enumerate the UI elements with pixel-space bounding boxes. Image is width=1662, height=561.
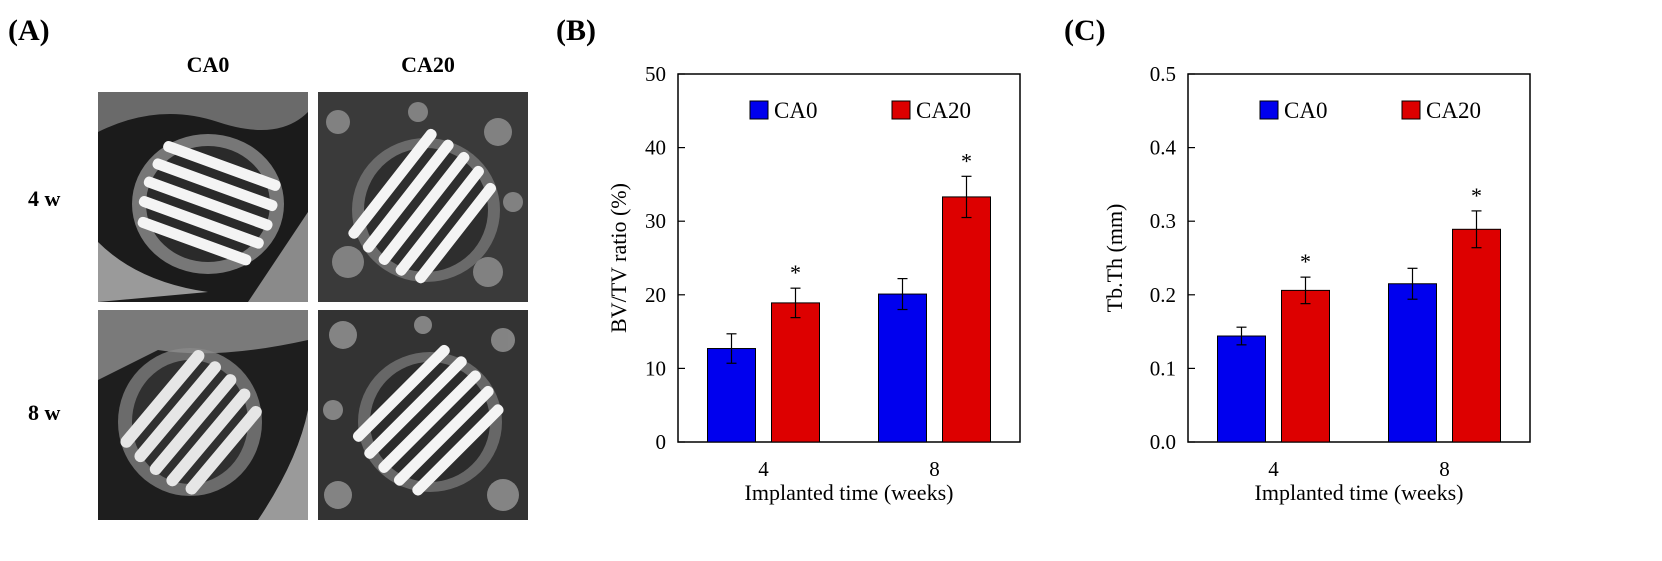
tb-th-bar-ca0-8 <box>1388 283 1437 443</box>
tb-th-significance-marker: * <box>1300 249 1311 274</box>
tb-th-x-tick-label: 8 <box>1439 457 1450 481</box>
bv-tv-legend-label-ca0: CA0 <box>774 98 817 123</box>
panel-b-label: (B) <box>556 14 596 47</box>
tb-th-y-tick-label: 0.0 <box>1150 430 1176 454</box>
bv-tv-significance-marker: * <box>961 148 972 173</box>
micro-ct-image-ca0-4w <box>98 92 308 302</box>
tb-th-y-axis-label: Tb.Th (mm) <box>1102 204 1127 313</box>
tb-th-legend-label-ca0: CA0 <box>1284 98 1327 123</box>
bv-tv-legend-swatch-ca20 <box>891 100 911 120</box>
bv-tv-y-tick-label: 10 <box>645 356 666 380</box>
bv-tv-y-tick-label: 0 <box>656 430 667 454</box>
panel-c-label: (C) <box>1064 14 1106 47</box>
tb-th-y-tick-label: 0.3 <box>1150 209 1176 233</box>
tb-th-bar-ca20-8 <box>1452 228 1501 443</box>
micro-ct-image-ca20-8w <box>318 310 528 520</box>
tb-th-legend-swatch-ca0 <box>1259 100 1279 120</box>
column-label-ca0: CA0 <box>186 52 230 77</box>
bv-tv-x-tick-label: 8 <box>929 457 940 481</box>
tb-th-bar-ca0-4 <box>1217 335 1266 443</box>
bv-tv-x-tick-label: 4 <box>758 457 769 481</box>
tb-th-y-tick-label: 0.1 <box>1150 356 1176 380</box>
bv-tv-y-tick-label: 30 <box>645 209 666 233</box>
bv-tv-y-tick-label: 20 <box>645 283 666 307</box>
tb-th-x-axis-label: Implanted time (weeks) <box>1255 480 1464 505</box>
bv-tv-bar-ca0-4 <box>707 348 756 443</box>
bv-tv-bar-ca0-8 <box>878 293 927 443</box>
tb-th-plot-frame <box>1187 73 1531 443</box>
row-label-8w: 8 w <box>28 400 61 425</box>
bv-tv-x-axis-label: Implanted time (weeks) <box>745 480 954 505</box>
tb-th-x-tick-label: 4 <box>1268 457 1279 481</box>
bv-tv-y-axis-label: BV/TV ratio (%) <box>606 183 631 333</box>
tb-th-legend-label-ca20: CA20 <box>1426 98 1481 123</box>
tb-th-bar-ca20-4 <box>1281 289 1330 443</box>
bv-tv-legend-swatch-ca0 <box>749 100 769 120</box>
micro-ct-image-ca0-8w <box>98 310 308 520</box>
tb-th-y-tick-label: 0.5 <box>1150 62 1176 86</box>
bv-tv-bar-ca20-8 <box>942 196 991 443</box>
micro-ct-image-ca20-4w <box>318 92 528 302</box>
bv-tv-legend-label-ca20: CA20 <box>916 98 971 123</box>
bv-tv-bar-ca20-4 <box>771 302 820 443</box>
bv-tv-significance-marker: * <box>790 260 801 285</box>
tb-th-y-tick-label: 0.4 <box>1150 136 1177 160</box>
tb-th-significance-marker: * <box>1471 183 1482 208</box>
bv-tv-y-tick-label: 50 <box>645 62 666 86</box>
tb-th-legend-swatch-ca20 <box>1401 100 1421 120</box>
row-label-4w: 4 w <box>28 186 61 211</box>
column-label-ca20: CA20 <box>401 52 455 77</box>
tb-th-y-tick-label: 0.2 <box>1150 283 1176 307</box>
tb-th-chart: 0.0 0.1 0.2 0.3 0.4 0.5 Tb.Th (mm) 4 * 8 * Implante… <box>1102 62 1531 505</box>
panel-a-label: (A) <box>8 14 50 47</box>
bv-tv-y-tick-label: 40 <box>645 136 666 160</box>
bv-tv-plot-frame <box>677 73 1021 443</box>
bv-tv-chart: 0 10 20 30 40 50 BV/TV ratio (%) 4 * 8 * Implanted … <box>606 62 1021 505</box>
